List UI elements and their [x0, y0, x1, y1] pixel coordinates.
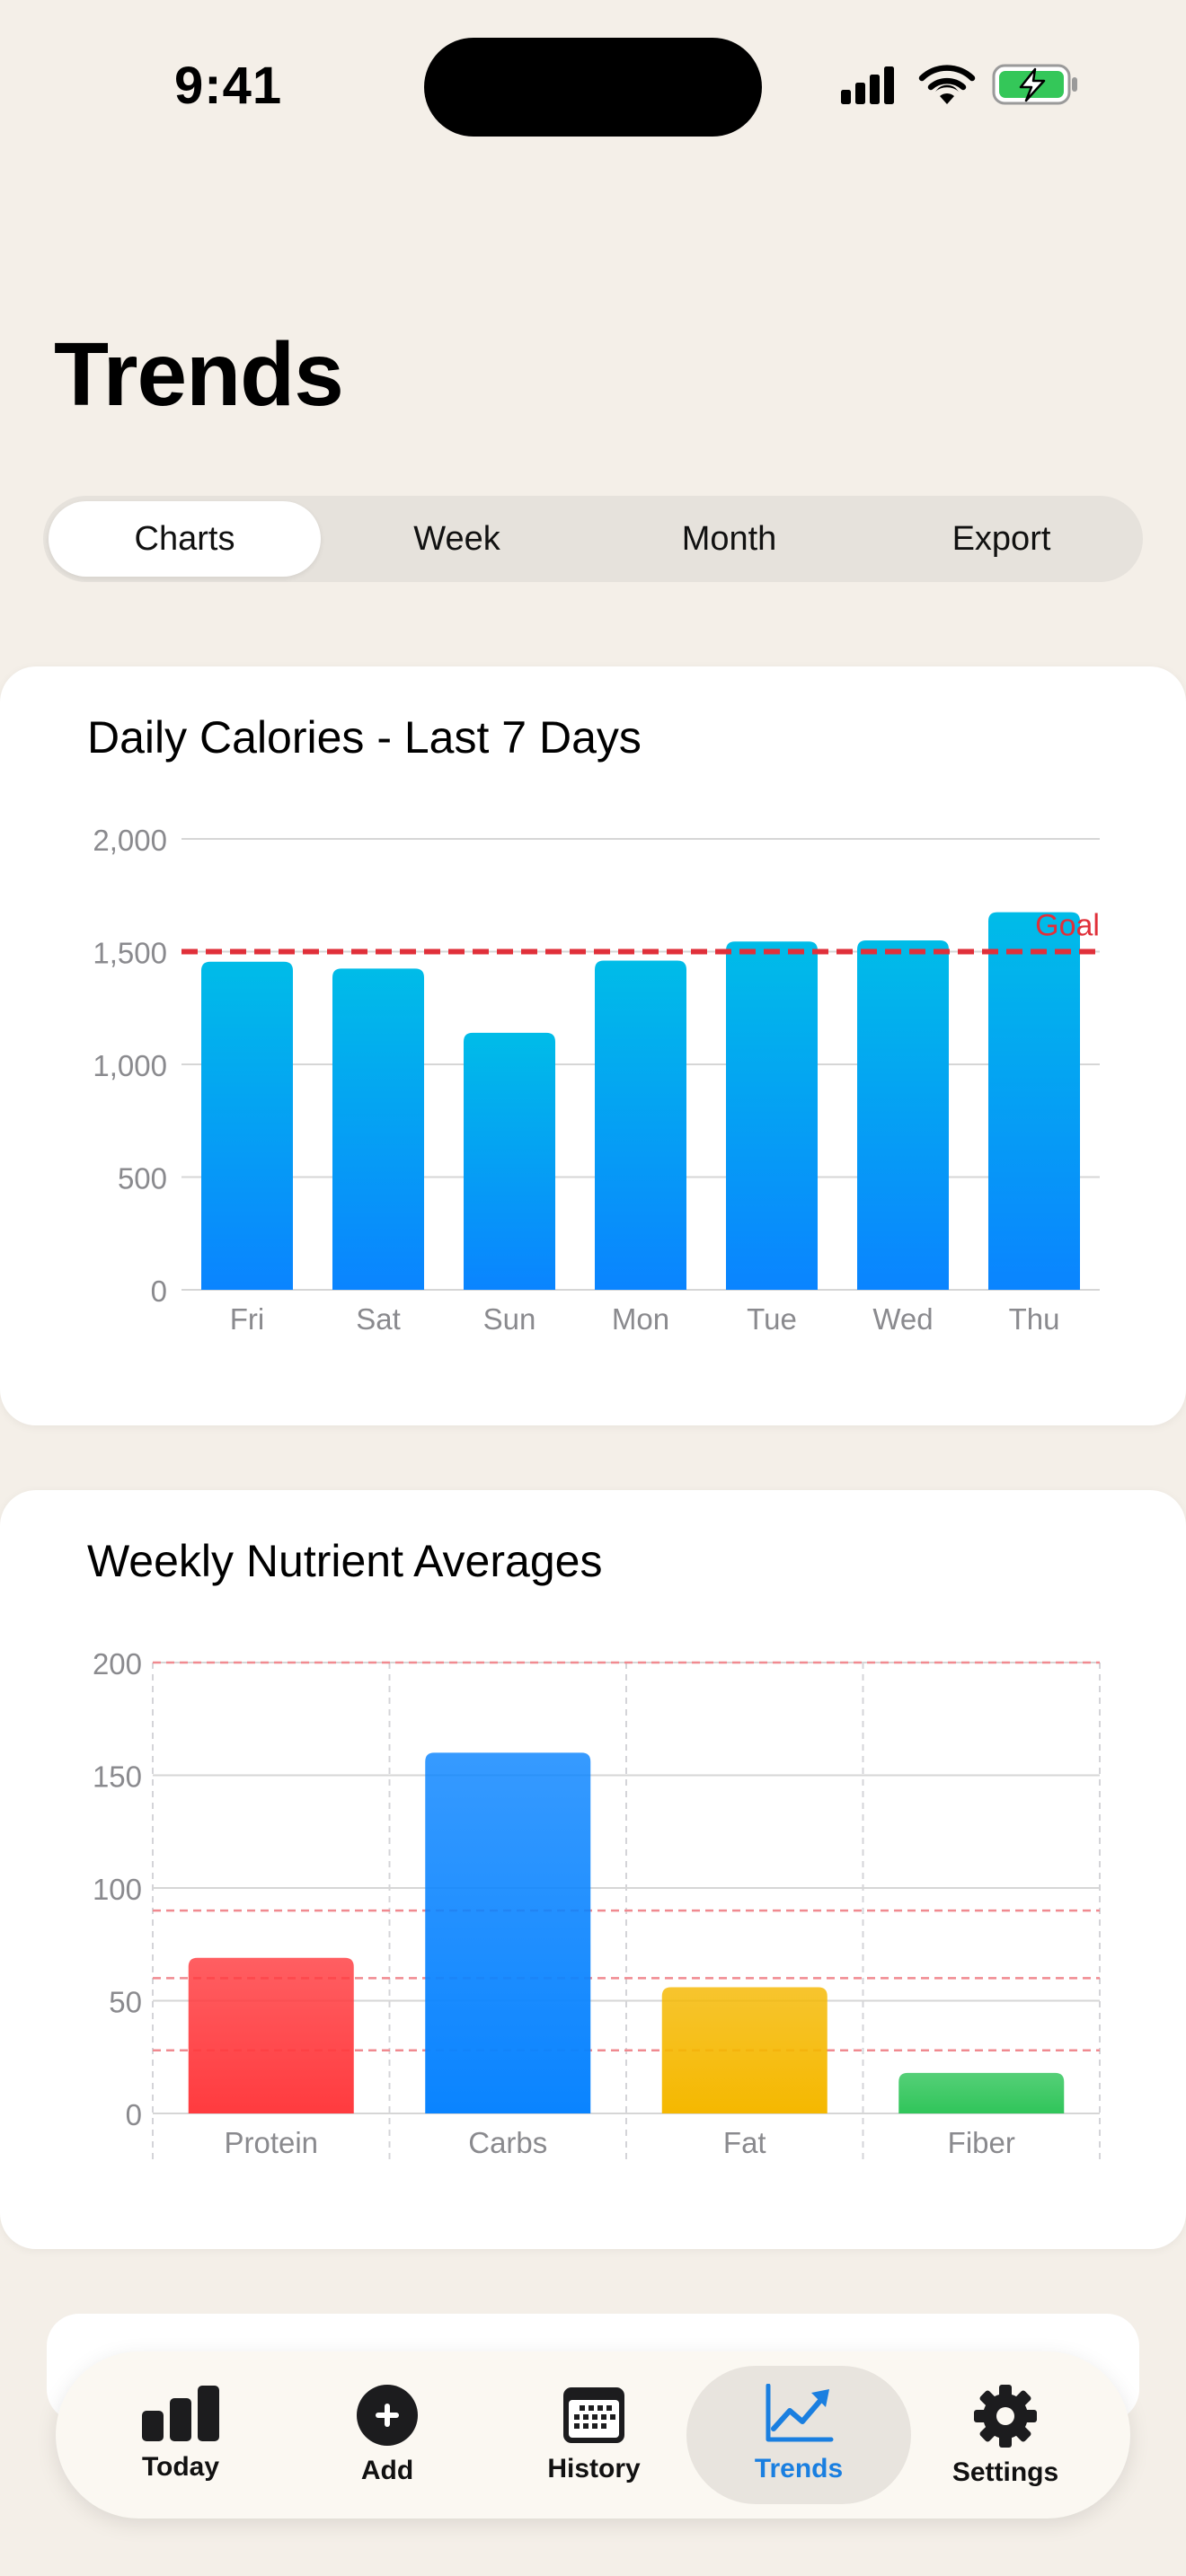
y-tick-label: 100 — [93, 1873, 142, 1906]
nutrient-bar-fiber — [898, 2072, 1065, 2113]
tab-trends-label: Trends — [754, 2454, 844, 2483]
segment-month[interactable]: Month — [681, 519, 777, 558]
status-bar: 9:41 — [0, 0, 1186, 171]
x-tick-label: Fiber — [948, 2126, 1015, 2159]
tab-settings[interactable]: Settings — [893, 2366, 1118, 2504]
segment-week[interactable]: Week — [413, 519, 500, 558]
nutrient-averages-card: Weekly Nutrient Averages 0 50 100 150 200 Pro… — [0, 1490, 1186, 2249]
y-tick-label: 1,500 — [93, 937, 167, 970]
x-tick-label: Thu — [1009, 1302, 1060, 1336]
x-tick-label: Fri — [230, 1302, 264, 1336]
x-tick-label: Fat — [723, 2126, 766, 2159]
calorie-bar-wed — [857, 940, 949, 1290]
segment-charts[interactable]: Charts — [49, 501, 321, 577]
nutrient-bar-fat — [661, 1987, 828, 2113]
cellular-signal-icon — [841, 66, 894, 104]
gear-icon — [974, 2385, 1037, 2448]
calendar-icon — [563, 2387, 624, 2443]
calorie-bar-tue — [726, 941, 818, 1290]
x-tick-label: Mon — [612, 1302, 669, 1336]
y-tick-label: 0 — [126, 2098, 142, 2131]
status-time: 9:41 — [174, 57, 283, 115]
view-segmented-control: Charts Week Month Export — [43, 496, 1143, 582]
goal-label: Goal — [1035, 909, 1100, 943]
tab-history-label: History — [547, 2454, 641, 2483]
status-icons — [841, 64, 1077, 105]
y-tick-label: 200 — [93, 1647, 142, 1681]
segment-export[interactable]: Export — [951, 519, 1051, 558]
daily-calories-chart: 0 500 1,000 1,500 2,000 Fri Sat Sun Mon Tue Wed Thu… — [93, 824, 1100, 1336]
nutrient-averages-title: Weekly Nutrient Averages — [87, 1536, 603, 1586]
x-tick-label: Tue — [747, 1302, 797, 1336]
y-tick-label: 50 — [109, 1986, 142, 2019]
x-tick-label: Carbs — [468, 2126, 547, 2159]
x-tick-label: Sun — [483, 1302, 536, 1336]
calorie-bar-sat — [332, 968, 424, 1290]
tab-today-label: Today — [141, 2452, 220, 2482]
wifi-icon — [918, 65, 976, 104]
nutrient-averages-chart: 0 50 100 150 200 Protein Carbs Fat Fiber — [93, 1647, 1101, 2160]
calorie-bar-mon — [595, 960, 686, 1290]
calorie-bar-thu — [988, 912, 1080, 1290]
y-tick-label: 2,000 — [93, 824, 167, 857]
y-tick-label: 1,000 — [93, 1049, 167, 1082]
y-tick-label: 0 — [151, 1275, 167, 1308]
battery-charging-icon — [992, 64, 1077, 105]
daily-calories-title: Daily Calories - Last 7 Days — [87, 712, 642, 763]
plus-circle-icon — [357, 2385, 418, 2446]
tab-trends[interactable]: Trends — [686, 2366, 911, 2504]
tab-add-label: Add — [360, 2456, 414, 2485]
tab-today[interactable]: Today — [68, 2366, 293, 2504]
y-tick-label: 150 — [93, 1760, 142, 1794]
x-tick-label: Wed — [872, 1302, 933, 1336]
tab-history[interactable]: History — [482, 2366, 706, 2504]
trend-arrow-icon — [766, 2384, 834, 2442]
page-title: Trends — [54, 324, 344, 425]
calorie-bar-fri — [201, 961, 293, 1290]
y-tick-label: 500 — [118, 1162, 167, 1195]
nutrient-bar-protein — [188, 1957, 354, 2113]
tab-bar: Today Add History Trends — [56, 2351, 1130, 2519]
tab-add[interactable]: Add — [275, 2366, 500, 2504]
nutrient-bar-carbs — [425, 1752, 591, 2113]
calorie-bar-sun — [464, 1032, 555, 1290]
x-tick-label: Protein — [224, 2126, 318, 2159]
daily-calories-card: Daily Calories - Last 7 Days 0 500 1,000 1,… — [0, 666, 1186, 1425]
x-tick-label: Sat — [356, 1302, 401, 1336]
bar-chart-icon — [142, 2386, 219, 2441]
dynamic-island — [424, 38, 762, 137]
tab-settings-label: Settings — [951, 2457, 1059, 2487]
